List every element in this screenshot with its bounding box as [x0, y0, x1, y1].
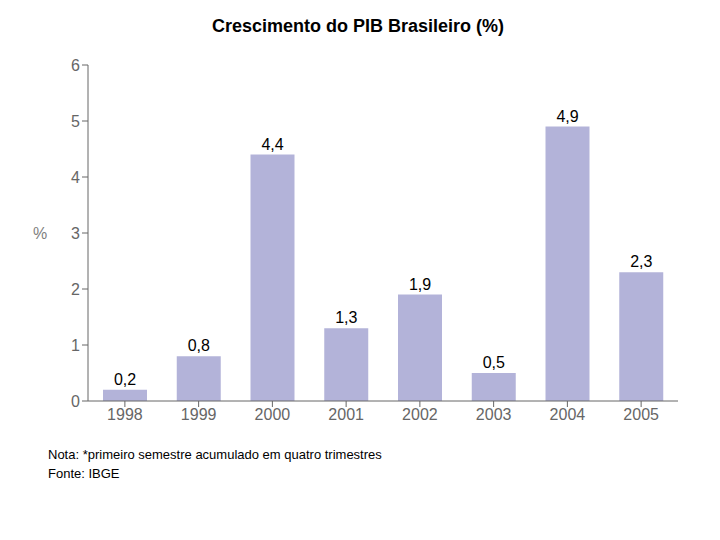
svg-text:1,9: 1,9	[409, 276, 431, 293]
svg-text:0,2: 0,2	[114, 371, 136, 388]
svg-text:1,3: 1,3	[335, 309, 357, 326]
svg-text:%: %	[33, 225, 47, 242]
svg-text:5: 5	[71, 113, 80, 130]
svg-text:2,3: 2,3	[630, 253, 652, 270]
svg-text:2: 2	[71, 281, 80, 298]
svg-text:4: 4	[71, 169, 80, 186]
svg-text:2004: 2004	[550, 406, 586, 423]
svg-text:1999: 1999	[181, 406, 217, 423]
svg-text:3: 3	[71, 225, 80, 242]
html-text:Crescimento do PIB Brasileiro: Crescimento do PIB Brasileiro (%)	[212, 16, 504, 36]
svg-text:1998: 1998	[107, 406, 143, 423]
svg-text:2003: 2003	[476, 406, 512, 423]
svg-text:4,4: 4,4	[261, 136, 283, 153]
html-text:Fonte: IBGE: Fonte: IBGE	[48, 466, 120, 481]
svg-text:2005: 2005	[623, 406, 659, 423]
svg-text:0,5: 0,5	[483, 354, 505, 371]
svg-text:6: 6	[71, 57, 80, 74]
svg-text:1: 1	[71, 337, 80, 354]
html-text:Nota: *primeiro semestre acumu: Nota: *primeiro semestre acumulado em qu…	[48, 447, 382, 462]
svg-text:2001: 2001	[328, 406, 364, 423]
svg-text:4,9: 4,9	[556, 108, 578, 125]
svg-text:2002: 2002	[402, 406, 438, 423]
svg-text:0,8: 0,8	[188, 337, 210, 354]
svg-text:2000: 2000	[255, 406, 291, 423]
svg-text:0: 0	[71, 393, 80, 410]
